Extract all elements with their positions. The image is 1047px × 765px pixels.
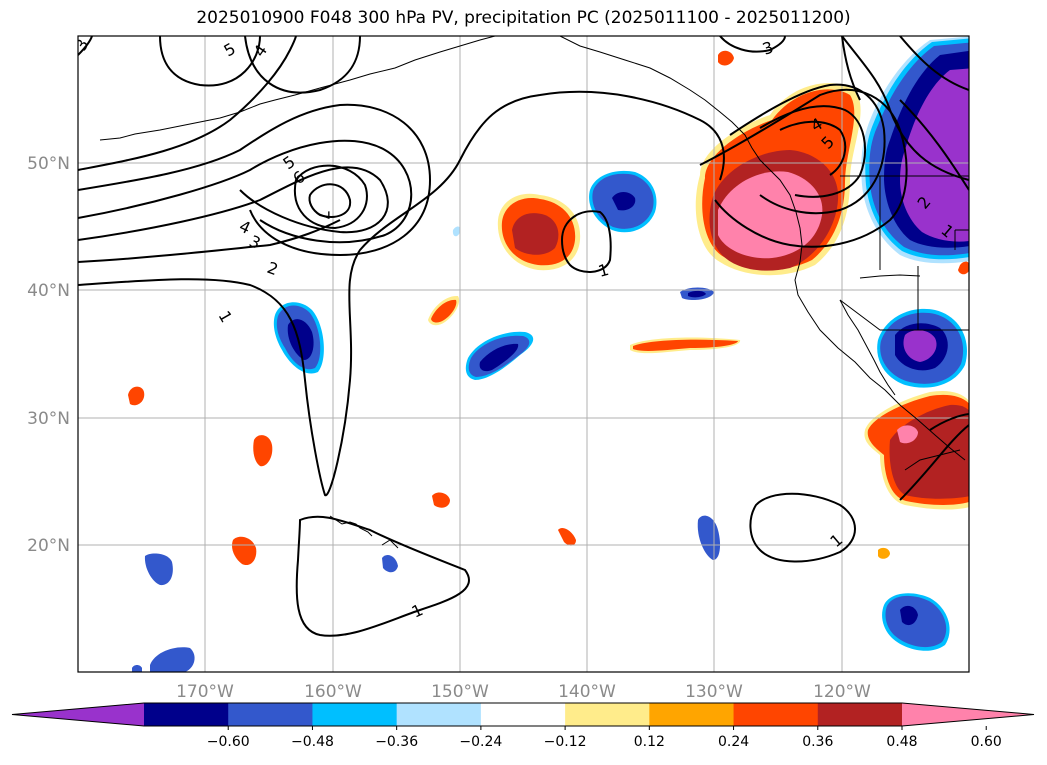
- coastlines: [99, 36, 969, 549]
- colorbar-segment: [312, 703, 398, 726]
- colorbar-tick-label: 0.12: [634, 734, 665, 750]
- contour-label: 7: [314, 210, 333, 220]
- colorbar-segment: [396, 703, 482, 726]
- colorbar-segment: [649, 703, 735, 726]
- lat-label-40n: 40°N: [27, 281, 70, 301]
- precip-negative-fields: [132, 36, 969, 672]
- pv-contours: [78, 36, 969, 637]
- colorbar-tick-label: 0.36: [802, 734, 833, 750]
- contour-label: 1: [596, 260, 611, 281]
- latitude-labels: 50°N 40°N 30°N 20°N: [27, 154, 70, 556]
- colorbar-segment: [733, 703, 819, 726]
- colorbar-segment: [817, 703, 903, 726]
- colorbar-segment: [228, 703, 313, 726]
- map-frame: [77, 35, 970, 673]
- colorbar-segment: [480, 703, 566, 726]
- colorbar-tick-label: −0.36: [375, 734, 418, 750]
- map-title: 2025010900 F048 300 hPa PV, precipitatio…: [196, 8, 851, 28]
- graticule: [78, 36, 969, 672]
- colorbar-tick-label: −0.60: [207, 734, 250, 750]
- colorbar-tick-label: −0.48: [291, 734, 334, 750]
- colorbar-tick-label: 0.24: [718, 734, 749, 750]
- lon-label-150w: 150°W: [431, 682, 489, 702]
- colorbar-extend-high: [902, 703, 1034, 726]
- colorbar-tick-label: −0.24: [459, 734, 502, 750]
- colorbar-outline: [11, 702, 1035, 727]
- lon-label-160w: 160°W: [304, 682, 362, 702]
- lat-label-30n: 30°N: [27, 409, 70, 429]
- longitude-labels: 170°W 160°W 150°W 140°W 130°W 120°W: [176, 682, 871, 702]
- lon-label-130w: 130°W: [685, 682, 743, 702]
- colorbar-extend-low: [12, 703, 144, 726]
- colorbar-segment: [144, 703, 229, 726]
- colorbar-tick-label: 0.48: [886, 734, 917, 750]
- colorbar-tick-label: 0.60: [971, 734, 1002, 750]
- lon-label-120w: 120°W: [813, 682, 871, 702]
- lon-label-170w: 170°W: [176, 682, 234, 702]
- colorbar-tick-label: −0.12: [544, 734, 587, 750]
- lat-label-20n: 20°N: [27, 536, 70, 556]
- lat-label-50n: 50°N: [27, 154, 70, 174]
- colorbar-segment: [565, 703, 650, 726]
- lon-label-140w: 140°W: [558, 682, 616, 702]
- colorbar: −0.60 −0.48 −0.36 −0.24 −0.12 0.12 0.24 0.36 0.4…: [11, 702, 1035, 750]
